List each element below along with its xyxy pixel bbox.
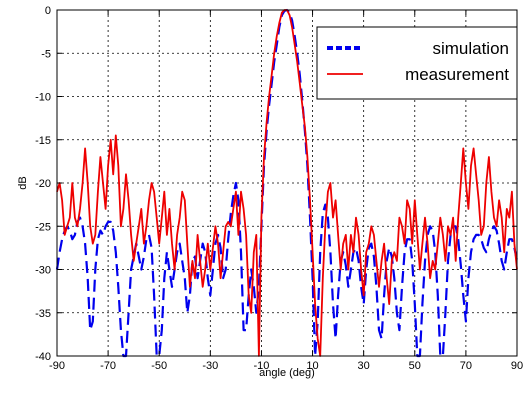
legend-box <box>316 26 518 100</box>
x-axis-label: angle (deg) <box>259 367 315 379</box>
y-axis-label: dB <box>17 176 29 189</box>
x-tick-label: 70 <box>460 360 472 372</box>
legend: simulation measurement <box>316 26 518 100</box>
x-tick-label: 10 <box>306 360 318 372</box>
legend-label-simulation: simulation <box>432 39 509 58</box>
y-tick-label: -15 <box>35 135 51 147</box>
x-tick-label: -50 <box>151 360 167 372</box>
x-tick-label: -30 <box>202 360 218 372</box>
x-tick-label: 30 <box>358 360 370 372</box>
axis-ticks: -90 -70 -50 -30 -10 10 30 50 70 90 0 -5 -10 -15 -20 -25… <box>35 5 523 372</box>
x-tick-label: -70 <box>100 360 116 372</box>
x-tick-label: 90 <box>511 360 523 372</box>
y-tick-label: -25 <box>35 221 51 233</box>
x-tick-label: 50 <box>409 360 421 372</box>
y-tick-label: -20 <box>35 178 51 190</box>
y-tick-label: -30 <box>35 265 51 277</box>
y-tick-label: -40 <box>35 351 51 363</box>
legend-label-measurement: measurement <box>405 65 509 84</box>
grid-lines <box>57 10 517 356</box>
x-tick-label: -10 <box>253 360 269 372</box>
y-tick-label: -5 <box>41 48 51 60</box>
y-tick-label: -10 <box>35 92 51 104</box>
x-tick-label: -90 <box>49 360 65 372</box>
y-tick-label: 0 <box>45 5 51 17</box>
y-tick-label: -35 <box>35 308 51 320</box>
